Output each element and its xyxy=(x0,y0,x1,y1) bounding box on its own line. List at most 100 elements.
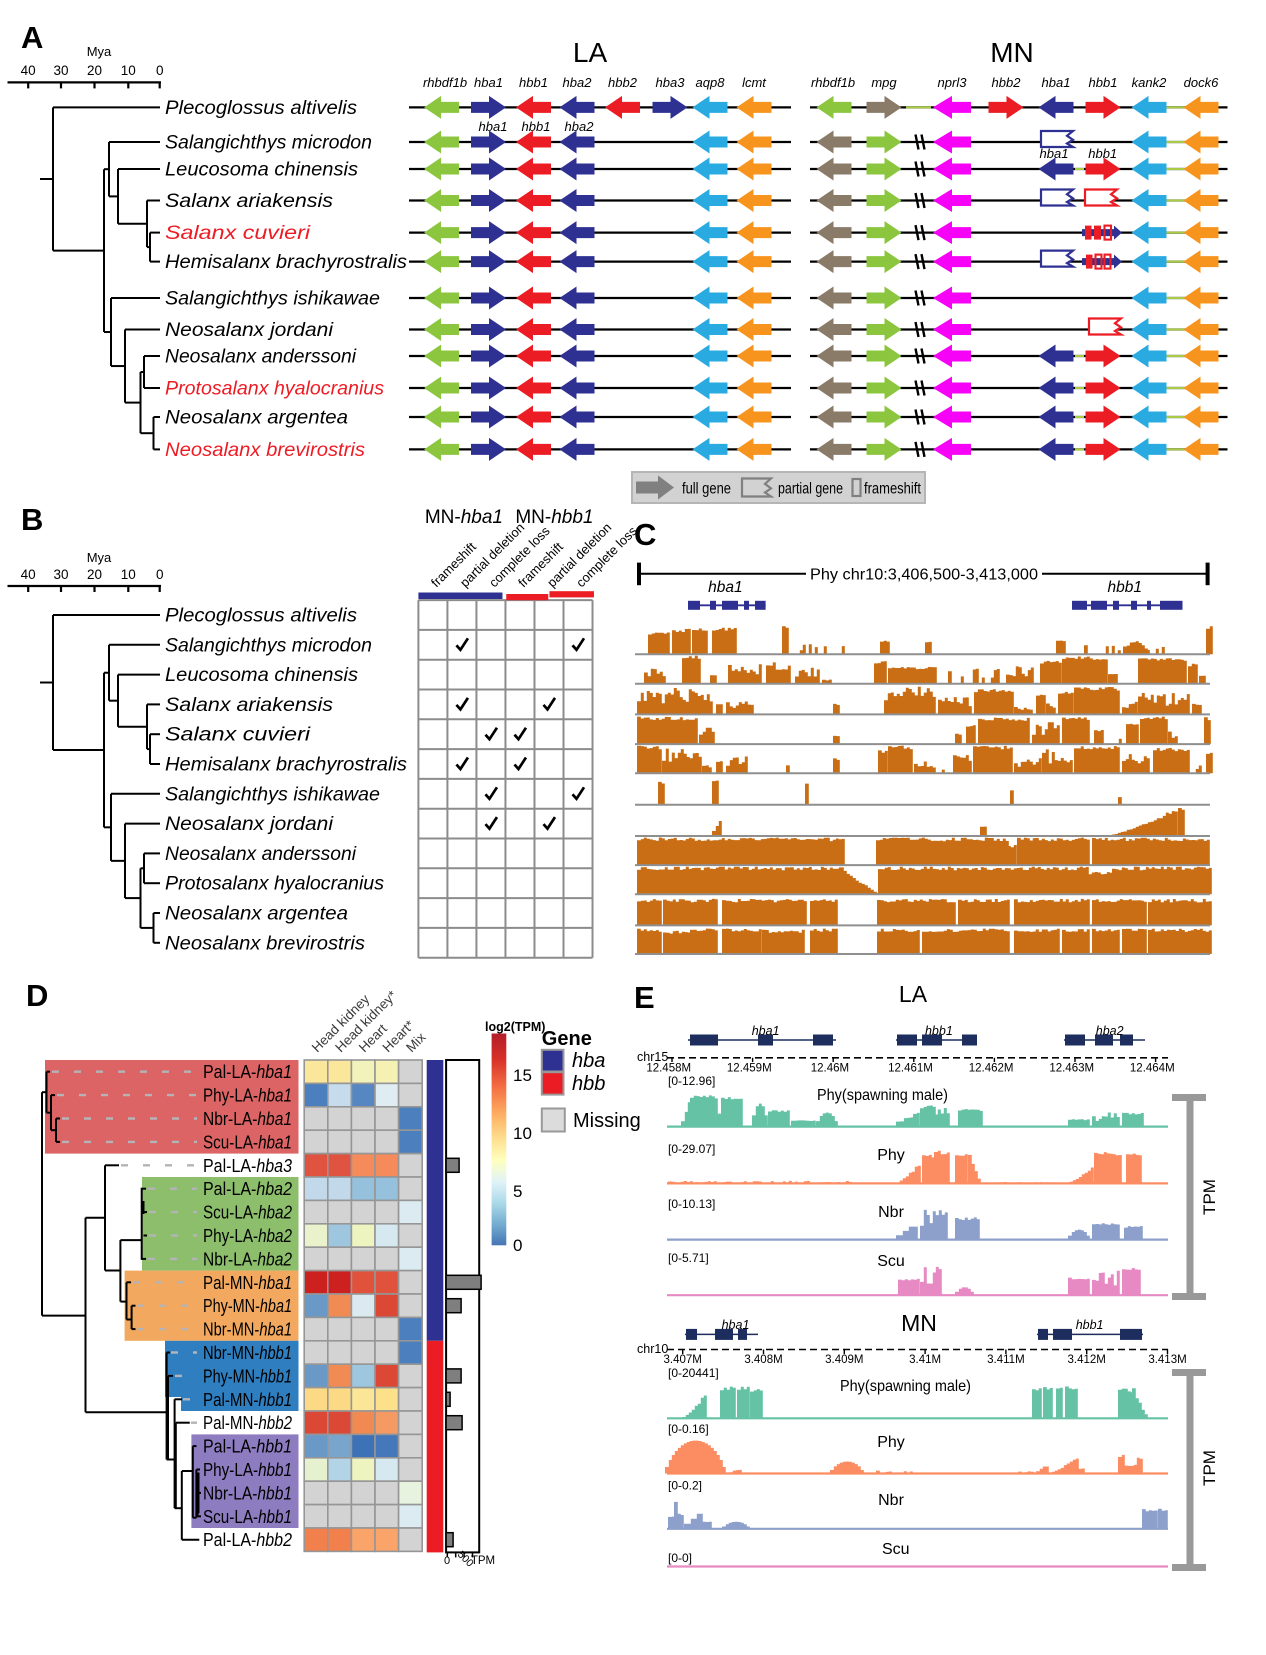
svg-text:hba1: hba1 xyxy=(1042,75,1071,90)
svg-text:hbb1: hbb1 xyxy=(1089,75,1118,90)
svg-text:hba1: hba1 xyxy=(722,1318,750,1332)
svg-text:Neosalanx brevirostris: Neosalanx brevirostris xyxy=(165,439,365,461)
svg-text:Phy: Phy xyxy=(877,1147,905,1164)
svg-text:Salanx ariakensis: Salanx ariakensis xyxy=(165,190,333,212)
svg-text:3.411M: 3.411M xyxy=(987,1354,1025,1366)
svg-text:Neosalanx jordani: Neosalanx jordani xyxy=(165,319,334,341)
svg-text:Pal-MN-hbb2: Pal-MN-hbb2 xyxy=(203,1412,293,1433)
svg-text:Pal-MN-hba1: Pal-MN-hba1 xyxy=(203,1272,292,1293)
svg-text:Phy(spawning male): Phy(spawning male) xyxy=(840,1378,971,1395)
svg-text:Scu-LA-hbb1: Scu-LA-hbb1 xyxy=(203,1506,292,1527)
svg-text:Nbr-LA-hba1: Nbr-LA-hba1 xyxy=(203,1108,292,1129)
svg-text:20: 20 xyxy=(87,63,102,78)
svg-text:20: 20 xyxy=(87,567,102,582)
svg-text:15: 15 xyxy=(513,1066,532,1085)
svg-text:MN: MN xyxy=(990,37,1034,68)
svg-text:TPM: TPM xyxy=(1200,1450,1219,1486)
svg-text:hba1: hba1 xyxy=(752,1024,780,1038)
svg-text:Pal-LA-hba1: Pal-LA-hba1 xyxy=(203,1061,292,1082)
svg-text:hba1: hba1 xyxy=(708,579,742,596)
svg-text:Neosalanx jordani: Neosalanx jordani xyxy=(165,813,334,835)
svg-text:[0-10.13]: [0-10.13] xyxy=(668,1197,715,1211)
svg-text:12.464M: 12.464M xyxy=(1130,1063,1175,1075)
svg-text:Protosalanx hyalocranius: Protosalanx hyalocranius xyxy=(165,378,384,400)
svg-text:Phy-LA-hbb1: Phy-LA-hbb1 xyxy=(203,1459,292,1480)
svg-text:Phy chr10:3,406,500-3,413,000: Phy chr10:3,406,500-3,413,000 xyxy=(810,567,1038,584)
svg-text:hbb2: hbb2 xyxy=(608,75,638,90)
svg-text:Nbr-MN-hbb1: Nbr-MN-hbb1 xyxy=(203,1342,292,1363)
svg-text:log2(TPM): log2(TPM) xyxy=(485,1020,545,1034)
svg-text:MN-hbb1: MN-hbb1 xyxy=(515,507,593,528)
svg-text:Neosalanx brevirostris: Neosalanx brevirostris xyxy=(165,932,365,954)
svg-text:12.463M: 12.463M xyxy=(1049,1063,1094,1075)
svg-text:Mya: Mya xyxy=(87,44,112,59)
svg-text:hba: hba xyxy=(572,1050,605,1072)
svg-text:[0-29.07]: [0-29.07] xyxy=(668,1142,715,1156)
svg-text:3.408M: 3.408M xyxy=(744,1354,782,1366)
svg-text:[0-20441]: [0-20441] xyxy=(668,1366,719,1380)
svg-text:Scu-LA-hba2: Scu-LA-hba2 xyxy=(203,1202,293,1223)
svg-text:Pal-MN-hbb1: Pal-MN-hbb1 xyxy=(203,1389,292,1410)
svg-text:aqp8: aqp8 xyxy=(696,75,726,90)
svg-text:hba3: hba3 xyxy=(656,75,686,90)
svg-text:mpg: mpg xyxy=(871,75,897,90)
svg-text:12.459M: 12.459M xyxy=(727,1063,772,1075)
svg-text:Salangichthys ishikawae: Salangichthys ishikawae xyxy=(165,783,380,805)
svg-text:3.41M: 3.41M xyxy=(909,1354,941,1366)
svg-text:hbb1: hbb1 xyxy=(519,75,548,90)
svg-text:30: 30 xyxy=(53,567,68,582)
svg-text:[0-0.16]: [0-0.16] xyxy=(668,1422,709,1436)
svg-text:Pal-LA-hba2: Pal-LA-hba2 xyxy=(203,1178,293,1199)
svg-text:Neosalanx argentea: Neosalanx argentea xyxy=(165,407,348,429)
svg-text:Plecoglossus altivelis: Plecoglossus altivelis xyxy=(165,605,357,627)
svg-text:Nbr: Nbr xyxy=(878,1492,904,1509)
svg-text:MN-hba1: MN-hba1 xyxy=(425,507,503,528)
svg-text:12.462M: 12.462M xyxy=(969,1063,1014,1075)
svg-text:dock6: dock6 xyxy=(1184,75,1219,90)
svg-text:Pal-LA-hbb1: Pal-LA-hbb1 xyxy=(203,1436,292,1457)
svg-text:hbb1: hbb1 xyxy=(1088,146,1117,161)
svg-text:12.458M: 12.458M xyxy=(646,1063,691,1075)
svg-text:hba2: hba2 xyxy=(1096,1024,1124,1038)
svg-text:Phy-LA-hba1: Phy-LA-hba1 xyxy=(203,1085,292,1106)
svg-text:Pal-LA-hbb2: Pal-LA-hbb2 xyxy=(203,1529,293,1550)
svg-text:lcmt: lcmt xyxy=(742,75,767,90)
svg-text:B: B xyxy=(21,502,43,537)
svg-text:Phy: Phy xyxy=(877,1434,905,1451)
svg-text:LA: LA xyxy=(573,37,608,68)
svg-text:hba2: hba2 xyxy=(565,119,595,134)
svg-text:hbb1: hbb1 xyxy=(925,1024,953,1038)
svg-text:TPM: TPM xyxy=(1200,1179,1219,1215)
svg-text:hbb1: hbb1 xyxy=(1076,1318,1104,1332)
svg-text:hbb: hbb xyxy=(572,1073,605,1095)
svg-text:[0-12.96]: [0-12.96] xyxy=(668,1074,715,1088)
svg-text:Neosalanx anderssoni: Neosalanx anderssoni xyxy=(165,346,357,368)
svg-text:hba1: hba1 xyxy=(474,75,503,90)
svg-text:partial gene: partial gene xyxy=(778,481,843,498)
svg-text:Phy-MN-hba1: Phy-MN-hba1 xyxy=(203,1295,292,1316)
svg-text:Hemisalanx brachyrostralis: Hemisalanx brachyrostralis xyxy=(165,251,407,273)
svg-text:5: 5 xyxy=(513,1182,522,1201)
svg-text:Protosalanx hyalocranius: Protosalanx hyalocranius xyxy=(165,873,384,895)
svg-text:A: A xyxy=(21,20,43,55)
svg-text:Nbr: Nbr xyxy=(878,1204,904,1221)
svg-text:kank2: kank2 xyxy=(1132,75,1167,90)
svg-text:hbb1: hbb1 xyxy=(1108,579,1142,596)
svg-text:3.413M: 3.413M xyxy=(1148,1354,1186,1366)
svg-text:Salanx cuvieri: Salanx cuvieri xyxy=(165,724,311,746)
svg-text:Salangichthys ishikawae: Salangichthys ishikawae xyxy=(165,288,380,310)
svg-text:Salanx cuvieri: Salanx cuvieri xyxy=(165,222,311,244)
svg-text:rhbdf1b: rhbdf1b xyxy=(423,75,467,90)
svg-text:TPM: TPM xyxy=(471,1555,495,1567)
svg-text:3.409M: 3.409M xyxy=(825,1354,863,1366)
svg-text:hbb1: hbb1 xyxy=(522,119,551,134)
svg-text:Nbr-LA-hbb1: Nbr-LA-hbb1 xyxy=(203,1482,292,1503)
svg-text:[0-0.2]: [0-0.2] xyxy=(668,1479,702,1493)
svg-text:Neosalanx anderssoni: Neosalanx anderssoni xyxy=(165,843,357,865)
svg-text:Scu: Scu xyxy=(882,1541,910,1558)
svg-text:Leucosoma chinensis: Leucosoma chinensis xyxy=(165,159,358,181)
svg-text:Nbr-LA-hba2: Nbr-LA-hba2 xyxy=(203,1248,293,1269)
svg-text:40: 40 xyxy=(21,567,36,582)
svg-text:D: D xyxy=(26,978,48,1013)
svg-text:3.412M: 3.412M xyxy=(1068,1354,1106,1366)
